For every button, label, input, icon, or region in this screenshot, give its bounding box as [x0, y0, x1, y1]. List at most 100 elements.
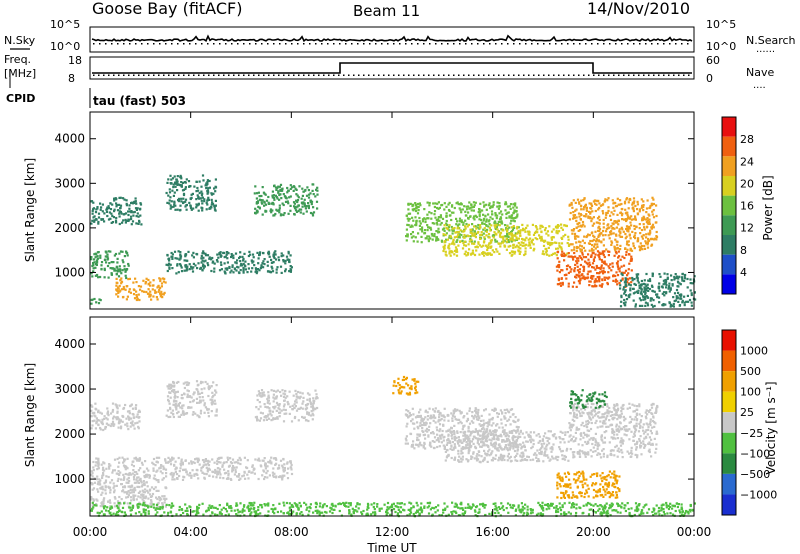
heatmap-cell [229, 271, 232, 274]
heatmap-cell [297, 396, 300, 399]
heatmap-cell [173, 191, 176, 194]
heatmap-cell [497, 220, 500, 223]
heatmap-cell [200, 254, 203, 258]
heatmap-cell [168, 266, 171, 269]
heatmap-cell [504, 203, 507, 206]
heatmap-cell [126, 473, 129, 476]
heatmap-cell [599, 268, 602, 271]
nave-dot [278, 74, 280, 76]
heatmap-cell [612, 206, 615, 209]
heatmap-cell [291, 408, 294, 411]
heatmap-cell [641, 204, 644, 207]
heatmap-cell [678, 282, 681, 285]
heatmap-cell [269, 209, 272, 212]
heatmap-cell [115, 221, 118, 224]
nave-dot [273, 74, 275, 76]
heatmap-cell [216, 470, 219, 473]
nave-dot [158, 74, 160, 76]
heatmap-cell [246, 473, 249, 476]
heatmap-cell [306, 411, 309, 414]
heatmap-cell [306, 412, 309, 415]
heatmap-cell [504, 424, 507, 427]
nave-dot [283, 74, 285, 76]
heatmap-cell [509, 447, 512, 450]
nsearch-dot [213, 43, 215, 45]
heatmap-cell [529, 441, 533, 444]
nave-dot [138, 74, 140, 76]
heatmap-cell [623, 200, 627, 203]
heatmap-cell [219, 255, 222, 258]
heatmap-cell [406, 235, 409, 238]
heatmap-cell [207, 191, 210, 194]
heatmap-cell [106, 410, 110, 413]
heatmap-cell [149, 495, 153, 498]
heatmap-cell [99, 208, 102, 211]
heatmap-cell [117, 465, 120, 468]
heatmap-cell [161, 495, 164, 498]
heatmap-cell [96, 419, 99, 422]
heatmap-cell [619, 305, 623, 308]
nave-legend-dots: .... [753, 80, 766, 91]
heatmap-cell [266, 476, 269, 479]
heatmap-cell [443, 244, 446, 247]
nsearch-dot [261, 43, 263, 45]
heatmap-cell [446, 449, 449, 452]
heatmap-cell [212, 192, 215, 195]
heatmap-cell [640, 279, 643, 283]
heatmap-cell [94, 211, 98, 214]
heatmap-cell [429, 237, 432, 240]
heatmap-cell [291, 186, 294, 189]
nave-dot [623, 74, 625, 76]
heatmap-cell [125, 204, 128, 207]
heatmap-cell [435, 218, 438, 222]
heatmap-cell [631, 201, 634, 204]
heatmap-cell [120, 288, 124, 291]
heatmap-cell [584, 256, 588, 259]
heatmap-cell [577, 235, 580, 238]
heatmap-cell [615, 252, 618, 255]
heatmap-cell [238, 256, 241, 260]
heatmap-cell [492, 203, 495, 206]
heatmap-cell [421, 220, 424, 223]
heatmap-cell [293, 205, 296, 208]
heatmap-cell [314, 397, 318, 400]
heatmap-cell [497, 449, 500, 452]
heatmap-cell [226, 251, 229, 254]
heatmap-cell [261, 262, 264, 265]
heatmap-cell [506, 225, 509, 228]
heatmap-cell [629, 293, 632, 296]
heatmap-cell [93, 219, 96, 222]
heatmap-cell [602, 229, 605, 233]
nsearch-trace [93, 43, 689, 45]
heatmap-cell [467, 216, 470, 220]
heatmap-cell [627, 278, 630, 281]
heatmap-cell [116, 286, 120, 289]
heatmap-cell [205, 473, 208, 476]
heatmap-cell [539, 237, 542, 240]
heatmap-cell [198, 392, 201, 395]
heatmap-cell [551, 448, 554, 451]
heatmap-cell [182, 201, 185, 205]
heatmap-cell [592, 238, 595, 241]
heatmap-cell [466, 253, 469, 256]
heatmap-cell [258, 269, 261, 272]
heatmap-cell [598, 284, 601, 287]
heatmap-cell [598, 228, 602, 231]
heatmap-cell [242, 259, 245, 262]
heatmap-cell [499, 409, 502, 412]
heatmap-cell [170, 471, 173, 475]
heatmap-cell [628, 262, 631, 265]
heatmap-cell [106, 418, 109, 421]
heatmap-cell [201, 202, 204, 205]
heatmap-cell [135, 290, 138, 293]
heatmap-cell [421, 427, 424, 430]
heatmap-cell [310, 200, 314, 203]
heatmap-cell [494, 226, 497, 229]
heatmap-cell [129, 404, 132, 407]
heatmap-cell [610, 230, 613, 233]
heatmap-cell [297, 196, 300, 199]
heatmap-cell [202, 256, 205, 259]
heatmap-cell [515, 439, 518, 442]
heatmap-cell [407, 208, 410, 211]
heatmap-cell [226, 268, 229, 271]
